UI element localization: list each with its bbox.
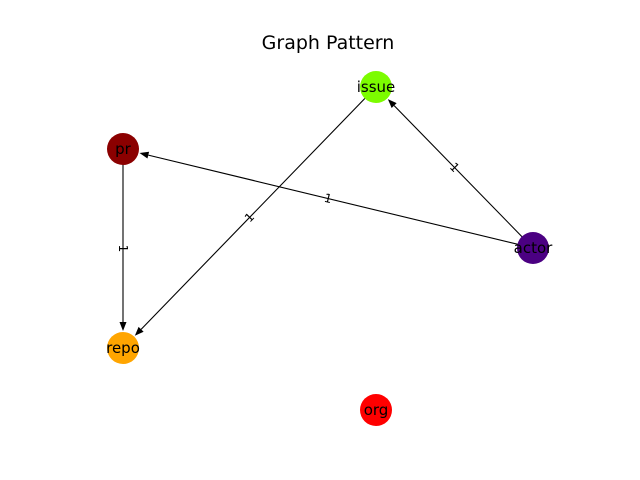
edge-issue-repo — [134, 96, 367, 336]
node-issue: issue — [357, 71, 396, 103]
arrow-head — [119, 322, 127, 331]
node-actor: actor — [514, 232, 553, 264]
arrow-head — [139, 151, 150, 159]
node-circle — [360, 71, 392, 103]
edge-label: 1 — [116, 245, 130, 253]
figure-title: Graph Pattern — [262, 32, 395, 54]
nodes-layer: issue pr actor repo org — [106, 71, 553, 426]
node-label: pr — [115, 140, 132, 158]
edge-line — [393, 105, 524, 239]
edge-line — [140, 96, 367, 330]
node-org: org — [360, 394, 392, 426]
node-label: org — [364, 401, 389, 419]
node-circle — [517, 232, 549, 264]
edge-line — [148, 154, 520, 246]
node-repo: repo — [106, 332, 140, 364]
edge-label: 1 — [323, 191, 334, 206]
arrow-head — [387, 99, 397, 109]
node-label: repo — [106, 339, 140, 357]
edge-actor-issue — [387, 99, 524, 239]
arrow-head — [134, 326, 144, 336]
edges-layer — [119, 96, 524, 336]
node-pr: pr — [107, 133, 139, 165]
edge-actor-pr — [139, 151, 520, 246]
node-circle — [107, 133, 139, 165]
node-circle — [360, 394, 392, 426]
node-label: issue — [357, 78, 396, 96]
node-label: actor — [514, 239, 553, 257]
node-circle — [107, 332, 139, 364]
edge-pr-repo — [119, 163, 127, 331]
